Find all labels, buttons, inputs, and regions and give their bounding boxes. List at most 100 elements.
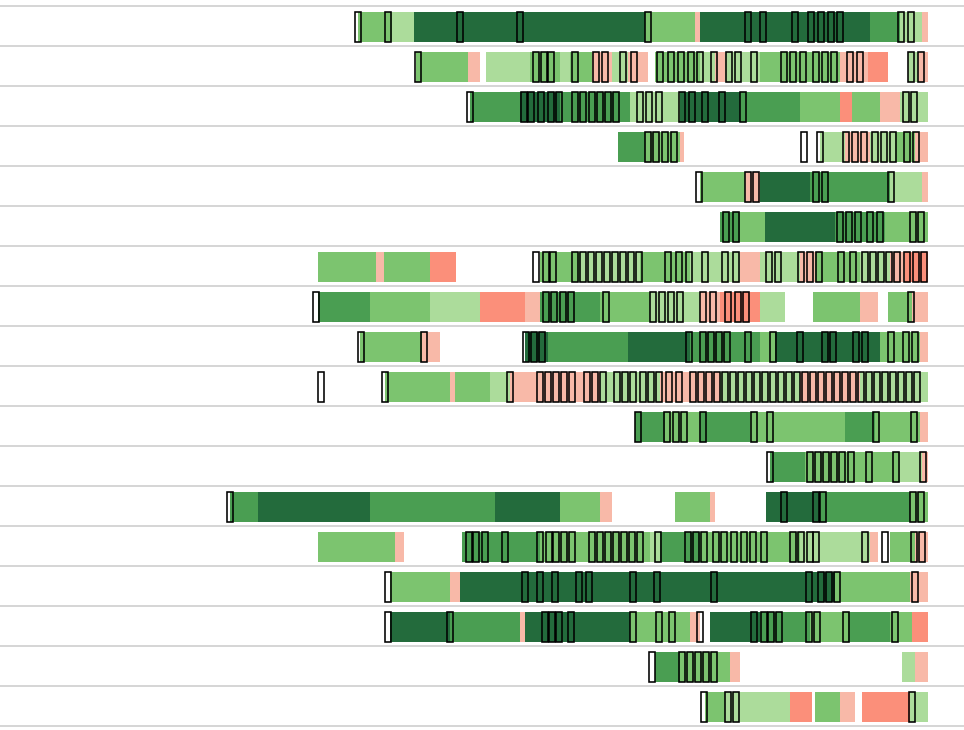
event-marker [887, 331, 895, 363]
cell-run [765, 212, 835, 242]
event-marker [678, 91, 686, 123]
event-marker [825, 371, 833, 403]
event-marker [540, 51, 548, 83]
cell-run [628, 52, 648, 82]
event-marker [897, 371, 905, 403]
event-marker [750, 411, 758, 443]
event-marker [629, 371, 637, 403]
event-marker [541, 611, 549, 643]
event-marker [889, 131, 897, 163]
event-marker [806, 451, 814, 483]
event-marker [887, 171, 895, 203]
event-marker [744, 11, 752, 43]
event-marker [889, 371, 897, 403]
cell-run [390, 572, 450, 602]
event-marker [817, 11, 825, 43]
event-marker [881, 371, 889, 403]
cell-run [922, 172, 928, 202]
event-marker [644, 11, 652, 43]
event-marker [715, 331, 723, 363]
event-marker [648, 651, 656, 683]
cell-run [740, 92, 800, 122]
cell-run [455, 372, 490, 402]
cell-run [530, 52, 560, 82]
cell-run [868, 52, 888, 82]
event-marker [612, 531, 620, 563]
event-marker [670, 131, 678, 163]
event-marker [917, 211, 925, 243]
cell-run [920, 332, 928, 362]
row [695, 171, 928, 203]
event-marker [912, 131, 920, 163]
event-marker [807, 11, 815, 43]
event-marker [672, 411, 680, 443]
cell-run [660, 532, 700, 562]
event-marker [312, 291, 320, 323]
cell-run [635, 412, 665, 442]
event-marker [806, 251, 814, 283]
event-marker [827, 11, 835, 43]
event-marker [801, 371, 809, 403]
event-marker [414, 51, 422, 83]
event-marker [707, 331, 715, 363]
event-marker [860, 131, 868, 163]
event-marker [796, 331, 804, 363]
cell-run [885, 212, 928, 242]
event-marker [854, 211, 862, 243]
event-marker [678, 651, 686, 683]
cell-run [800, 372, 860, 402]
row [384, 571, 928, 603]
event-marker [472, 531, 480, 563]
cell-run [910, 492, 928, 522]
event-marker [668, 611, 676, 643]
event-marker [636, 531, 644, 563]
event-marker [734, 291, 742, 323]
event-marker [842, 611, 850, 643]
event-marker [575, 571, 583, 603]
event-marker [729, 371, 737, 403]
event-marker [532, 51, 540, 83]
cell-run [870, 12, 900, 42]
cell-run [390, 612, 450, 642]
event-marker [655, 611, 663, 643]
cell-run [548, 332, 628, 362]
event-marker [761, 371, 769, 403]
event-marker [713, 371, 721, 403]
cell-run [430, 252, 456, 282]
cell-run [910, 692, 928, 722]
event-marker [542, 291, 550, 323]
event-marker [627, 251, 635, 283]
event-marker [571, 251, 579, 283]
event-marker [688, 91, 696, 123]
event-marker [789, 51, 797, 83]
cell-run [740, 252, 760, 282]
event-marker [700, 531, 708, 563]
row [700, 691, 928, 723]
cell-run [258, 492, 370, 522]
event-marker [845, 211, 853, 243]
event-marker [759, 11, 767, 43]
event-marker [685, 331, 693, 363]
event-marker [789, 531, 797, 563]
cell-run [840, 92, 852, 122]
row [634, 411, 928, 443]
cell-run [915, 652, 928, 682]
event-marker [583, 371, 591, 403]
cell-run [870, 132, 895, 162]
event-marker [559, 291, 567, 323]
cell-run [880, 92, 900, 122]
event-marker [911, 331, 919, 363]
cell-run [358, 12, 392, 42]
event-marker [685, 251, 693, 283]
event-marker [861, 531, 869, 563]
event-marker [877, 251, 885, 283]
cell-run [675, 492, 710, 522]
cell-run [815, 692, 840, 722]
event-marker [644, 131, 652, 163]
event-marker [760, 611, 768, 643]
cell-run [385, 372, 450, 402]
event-marker [817, 571, 825, 603]
event-marker [604, 91, 612, 123]
cell-run [730, 652, 740, 682]
cell-run [880, 332, 920, 362]
